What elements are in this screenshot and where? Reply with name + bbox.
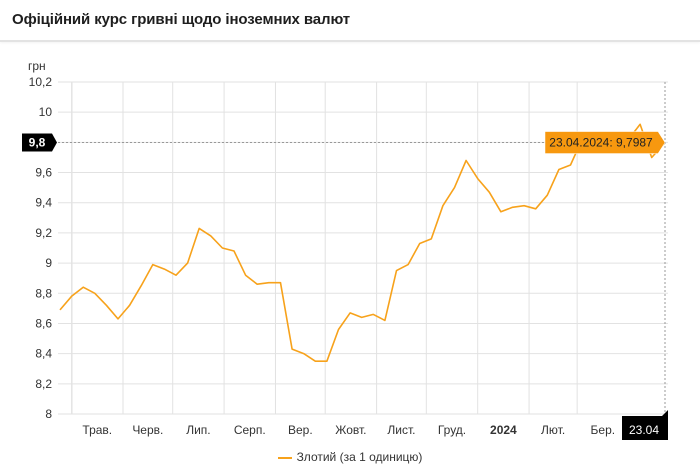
y-tick-label: 9 [45,256,52,270]
y-tick-label: 8,4 [35,347,52,361]
y-crosshair-label: 9,8 [29,136,46,150]
legend-swatch [277,456,292,459]
y-tick-label: 8,2 [35,377,52,391]
x-tick-label: Жовт. [335,423,366,437]
tooltip-text: 23.04.2024: 9,7987 [549,136,653,150]
x-tick-label: Черв. [132,423,163,437]
y-axis-unit: грн [28,59,46,73]
x-tick-label: Груд. [438,423,466,437]
legend[interactable]: Злотий (за 1 одиницю) [0,450,700,464]
x-crosshair-label: 23.04 [629,423,659,437]
y-tick-label: 8,6 [35,316,52,330]
legend-label: Злотий (за 1 одиницю) [296,450,423,464]
x-tick-label: Лют. [541,423,565,437]
tooltip-box [544,131,666,154]
x-tick-label: Серп. [234,423,266,437]
y-tick-label: 9,2 [35,226,52,240]
series-line-zloty [59,123,666,363]
y-crosshair-marker [22,133,57,152]
x-tick-label: Лип. [186,423,210,437]
x-tick-label: Бер. [591,423,616,437]
x-crosshair-marker [622,410,668,440]
page-title: Офіційний курс гривні щодо іноземних вал… [12,11,351,28]
y-tick-label: 9,4 [35,196,52,210]
y-tick-label: 9,6 [35,166,52,180]
y-tick-label: 8 [45,407,52,421]
page-header: Офіційний курс гривні щодо іноземних вал… [0,0,700,42]
x-tick-label: Лист. [387,423,415,437]
x-tick-label: Трав. [82,423,112,437]
x-tick-label: 2024 [490,423,517,437]
y-tick-label: 10 [39,105,53,119]
y-tick-label: 10,2 [29,75,53,89]
y-tick-label: 8,8 [35,286,52,300]
exchange-rate-chart[interactable]: грн 8 8,2 8,4 8,6 8,8 9 9,2 9,4 9,6 10 10,2 Трав. Чер… [0,0,700,448]
x-tick-label: Вер. [288,423,313,437]
